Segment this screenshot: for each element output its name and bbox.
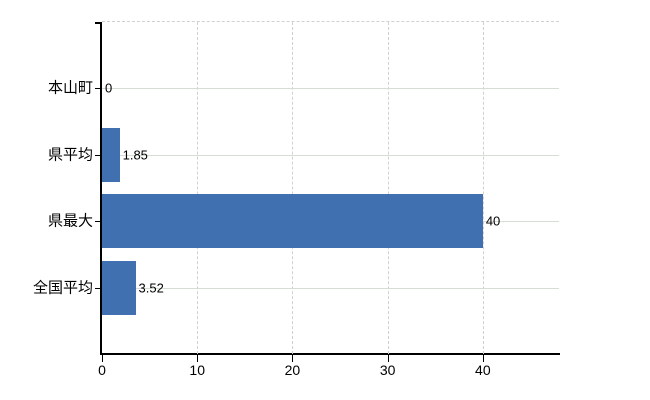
v-gridline (197, 22, 199, 354)
category-tick (95, 88, 101, 90)
x-tick-label: 0 (98, 362, 106, 378)
h-gridline (102, 287, 559, 289)
x-tick-label: 20 (284, 362, 301, 378)
x-tick (387, 355, 389, 362)
x-tick (102, 355, 103, 362)
bar-value-label: 3.52 (138, 280, 164, 296)
h-gridline (102, 88, 559, 90)
v-gridline (387, 22, 389, 354)
bar-value-label: 1.85 (122, 147, 148, 163)
x-tick-label: 30 (379, 362, 396, 378)
y-axis-top-tick (95, 22, 102, 24)
bar (102, 260, 136, 315)
x-tick (292, 355, 294, 362)
category-tick (95, 287, 101, 289)
x-tick (197, 355, 199, 362)
h-gridline (102, 154, 559, 156)
bar (102, 127, 120, 182)
y-axis-line (100, 22, 102, 355)
bar-value-label: 40 (485, 213, 501, 229)
bar-value-label: 0 (105, 80, 113, 96)
category-tick (95, 154, 101, 156)
category-tick (95, 221, 101, 223)
category-label: 県最大 (47, 212, 93, 230)
category-label: 本山町 (47, 79, 93, 97)
plot-top-border (102, 21, 559, 22)
bar (102, 194, 483, 249)
x-axis-line (100, 353, 560, 355)
x-tick-label: 10 (189, 362, 205, 378)
v-gridline (292, 22, 294, 354)
x-tick (482, 355, 484, 362)
x-tick-label: 40 (475, 362, 491, 378)
category-label: 県平均 (47, 146, 93, 164)
v-gridline (482, 22, 484, 354)
category-label: 全国平均 (32, 279, 93, 297)
